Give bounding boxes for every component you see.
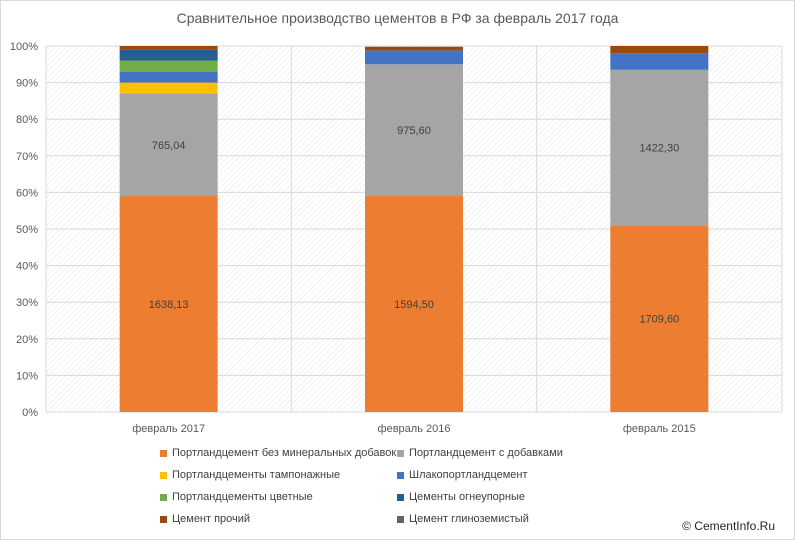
data-label: 1709,60 xyxy=(639,314,679,326)
x-tick-label: февраль 2016 xyxy=(378,423,451,435)
bar-segment xyxy=(365,196,463,412)
data-label: 1638,13 xyxy=(149,299,189,311)
bar-segment xyxy=(610,225,709,412)
legend-swatch xyxy=(160,493,167,501)
legend-label: Портландцемент без минеральных добавок xyxy=(172,447,397,459)
bar-segment xyxy=(610,69,709,226)
legend-item: Цементы огнеупорные xyxy=(397,490,525,504)
legend-item: Портландцемент с добавками xyxy=(397,446,563,460)
data-label: 1422,30 xyxy=(639,143,679,155)
y-tick-label: 60% xyxy=(16,187,38,199)
bar-segment xyxy=(119,49,218,61)
y-tick-label: 10% xyxy=(16,370,38,382)
bar-segment xyxy=(365,50,463,65)
data-label: 1594,50 xyxy=(394,299,434,311)
bar-segment xyxy=(119,60,218,72)
data-label: 765,04 xyxy=(152,140,186,152)
data-label: 975,60 xyxy=(397,125,431,137)
y-tick-label: 30% xyxy=(16,297,38,309)
y-tick-label: 40% xyxy=(16,261,38,273)
legend-swatch xyxy=(397,471,404,479)
bar-segment xyxy=(119,46,218,50)
y-tick-label: 90% xyxy=(16,78,38,90)
legend-item: Портландцемент без минеральных добавок xyxy=(160,446,396,460)
legend-swatch xyxy=(160,449,167,457)
legend-label: Цемент прочий xyxy=(172,513,251,525)
legend-swatch xyxy=(160,515,167,523)
y-tick-label: 20% xyxy=(16,334,38,346)
x-tick-label: февраль 2017 xyxy=(132,423,205,435)
legend-item: Портландцементы тампонажные xyxy=(160,468,340,482)
legend-item: Цемент глиноземистый xyxy=(397,512,529,526)
legend-item: Цемент прочий xyxy=(160,512,250,526)
y-tick-label: 50% xyxy=(16,224,38,236)
bar-segment xyxy=(365,64,463,197)
chart-title: Сравнительное производство цементов в РФ… xyxy=(176,10,619,26)
y-tick-label: 0% xyxy=(22,407,38,419)
x-tick-label: февраль 2015 xyxy=(623,423,696,435)
bar-segment xyxy=(610,46,709,54)
legend-label: Портландцемент с добавками xyxy=(409,447,563,459)
y-tick-label: 100% xyxy=(10,41,38,53)
copyright-text: © CementInfo.Ru xyxy=(682,519,775,533)
legend-label: Шлакопортландцемент xyxy=(409,469,528,481)
legend-label: Портландцементы тампонажные xyxy=(172,469,341,481)
legend-label: Портландцементы цветные xyxy=(172,491,313,503)
legend-label: Цемент глиноземистый xyxy=(409,513,529,525)
legend-swatch xyxy=(397,493,404,501)
legend-swatch xyxy=(397,515,404,523)
bar-segment xyxy=(119,82,218,94)
bar-segment xyxy=(119,93,218,197)
bar-segment xyxy=(119,196,218,412)
legend-swatch xyxy=(160,471,167,479)
legend-label: Цементы огнеупорные xyxy=(409,491,525,503)
y-tick-label: 80% xyxy=(16,114,38,126)
legend-item: Портландцементы цветные xyxy=(160,490,313,504)
legend-swatch xyxy=(397,449,404,457)
legend-item: Шлакопортландцемент xyxy=(397,468,528,482)
bar-segment xyxy=(610,53,709,70)
bar-segment xyxy=(365,46,463,51)
bar-segment xyxy=(119,71,218,83)
y-tick-label: 70% xyxy=(16,151,38,163)
